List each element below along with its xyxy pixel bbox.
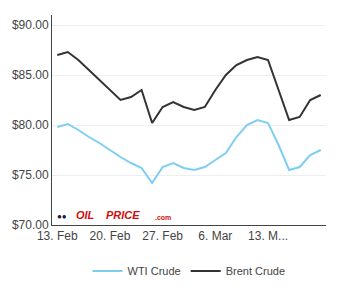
svg-text:$80.00: $80.00 <box>12 118 49 132</box>
svg-text:$90.00: $90.00 <box>12 18 49 32</box>
svg-text:13. M...: 13. M... <box>248 229 288 243</box>
svg-text:Brent Crude: Brent Crude <box>226 265 285 277</box>
svg-text:$85.00: $85.00 <box>12 68 49 82</box>
svg-text:6. Mar: 6. Mar <box>198 229 232 243</box>
svg-text:PRICE: PRICE <box>106 209 140 221</box>
svg-text:13. Feb: 13. Feb <box>37 229 78 243</box>
svg-text:$70.00: $70.00 <box>12 218 49 232</box>
svg-text:●●: ●● <box>57 212 67 221</box>
svg-text:27. Feb: 27. Feb <box>142 229 183 243</box>
svg-text:20. Feb: 20. Feb <box>90 229 131 243</box>
svg-text:OIL: OIL <box>76 209 95 221</box>
svg-text:.com: .com <box>155 214 171 221</box>
svg-text:$75.00: $75.00 <box>12 168 49 182</box>
svg-text:WTI Crude: WTI Crude <box>128 265 181 277</box>
